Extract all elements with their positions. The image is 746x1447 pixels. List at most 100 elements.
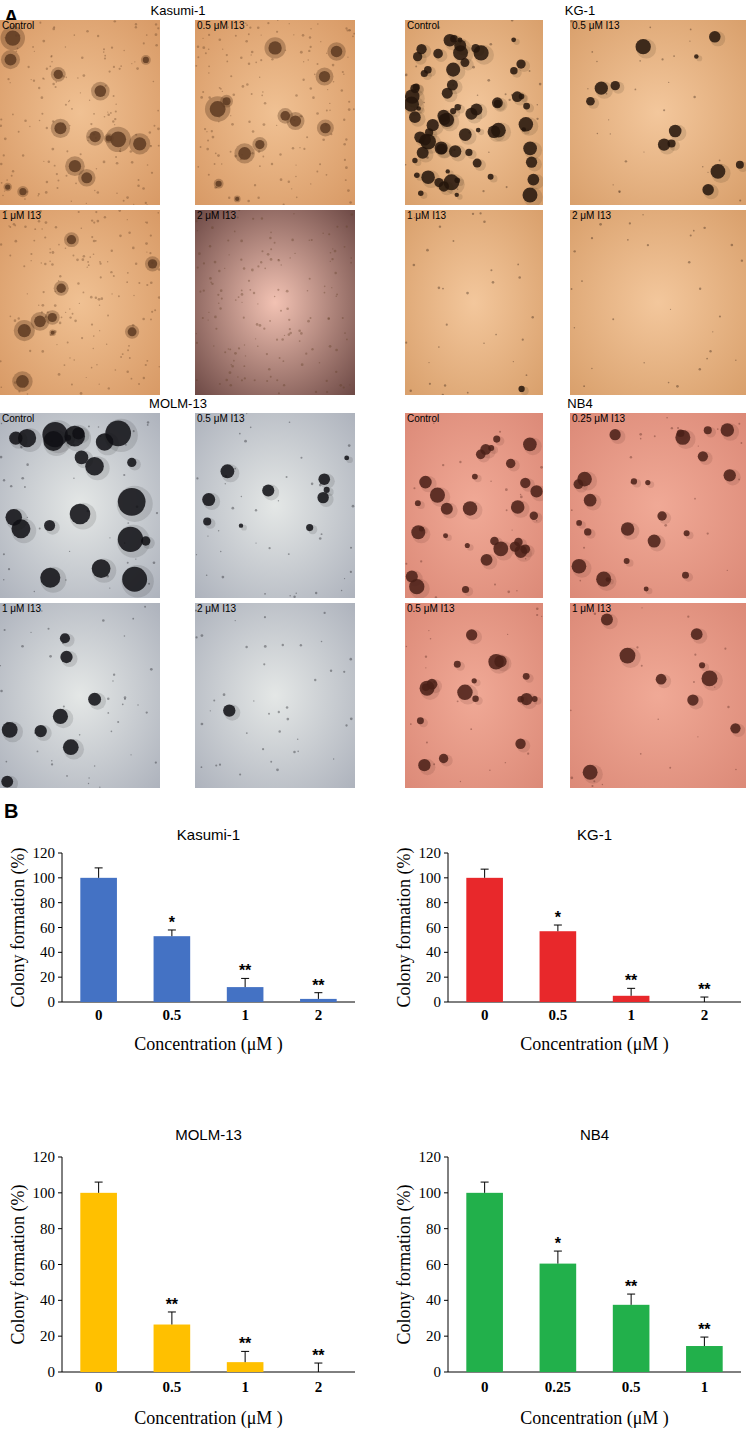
- colony: [522, 127, 526, 131]
- debris: [539, 83, 542, 86]
- debris: [647, 244, 649, 246]
- colony-halo: [512, 500, 530, 518]
- debris: [115, 156, 117, 158]
- debris: [234, 352, 237, 355]
- debris: [3, 579, 4, 580]
- debris: [46, 127, 48, 129]
- debris: [228, 348, 230, 350]
- colony-halo: [464, 501, 483, 520]
- debris: [348, 101, 350, 103]
- x-tick-label: 0.5: [549, 1007, 568, 1023]
- debris: [136, 67, 139, 70]
- debris: [741, 259, 743, 261]
- colony-halo: [49, 330, 56, 337]
- error-bar-stem: [98, 1182, 99, 1193]
- colony: [67, 235, 76, 244]
- debris: [94, 190, 95, 191]
- debris: [266, 353, 268, 355]
- colony: [409, 579, 424, 594]
- debris: [278, 392, 280, 394]
- micrograph: [195, 603, 355, 788]
- debris: [203, 262, 205, 264]
- debris: [22, 154, 24, 156]
- y-tick-label: 40: [40, 1292, 55, 1308]
- debris: [288, 181, 290, 183]
- debris: [671, 427, 673, 429]
- debris: [324, 286, 326, 288]
- debris: [442, 288, 444, 290]
- debris: [235, 35, 237, 37]
- debris: [508, 99, 510, 101]
- y-tick-label: 0: [48, 1364, 56, 1380]
- y-tick: [444, 1336, 448, 1337]
- debris: [253, 700, 254, 701]
- colony-halo: [524, 437, 542, 455]
- debris: [207, 139, 209, 141]
- micrograph-background: [570, 20, 746, 205]
- debris: [312, 96, 315, 99]
- debris: [279, 357, 281, 359]
- debris: [246, 732, 248, 734]
- colony: [344, 455, 349, 460]
- debris: [38, 87, 40, 89]
- debris: [507, 591, 510, 594]
- debris: [6, 761, 8, 763]
- debris: [230, 384, 233, 387]
- y-tick: [58, 1002, 62, 1003]
- debris: [80, 392, 83, 395]
- debris: [344, 246, 346, 248]
- debris: [224, 268, 225, 269]
- debris: [241, 290, 243, 292]
- image-label: 2 μM I13: [197, 210, 237, 221]
- debris: [209, 245, 211, 247]
- debris: [669, 767, 671, 769]
- debris: [130, 754, 131, 755]
- debris: [639, 433, 642, 436]
- colony: [488, 174, 494, 180]
- colony: [631, 478, 637, 484]
- colony: [576, 520, 582, 526]
- debris: [133, 295, 134, 296]
- debris: [301, 363, 304, 366]
- debris: [138, 282, 140, 284]
- debris: [231, 365, 233, 367]
- debris: [278, 500, 279, 501]
- debris: [327, 89, 328, 90]
- error-bar: [481, 869, 489, 878]
- x-tick-label: 0: [481, 1379, 489, 1395]
- y-tick-label: 120: [33, 845, 56, 861]
- debris: [630, 456, 632, 458]
- colony: [220, 464, 234, 478]
- x-tick-label: 0.25: [545, 1379, 571, 1395]
- debris: [128, 232, 130, 234]
- debris: [442, 464, 444, 466]
- bar: [154, 936, 191, 1002]
- y-tick-label: 40: [40, 944, 55, 960]
- debris: [214, 261, 217, 264]
- colony: [523, 673, 530, 680]
- debris: [511, 20, 514, 22]
- debris: [335, 371, 337, 373]
- colony: [472, 678, 477, 683]
- debris: [326, 380, 328, 382]
- debris: [536, 614, 538, 616]
- colony: [691, 628, 703, 640]
- debris: [212, 136, 215, 139]
- colony: [471, 44, 480, 53]
- debris: [297, 739, 298, 740]
- colony-halo: [2, 722, 23, 743]
- debris: [120, 65, 122, 67]
- debris: [345, 724, 347, 726]
- y-tick: [58, 1300, 62, 1301]
- debris: [58, 373, 61, 376]
- debris: [224, 351, 226, 353]
- debris: [579, 580, 581, 582]
- debris: [298, 329, 301, 332]
- debris: [345, 27, 347, 29]
- debris: [612, 318, 614, 320]
- debris: [83, 291, 85, 293]
- debris: [202, 38, 203, 39]
- debris: [24, 226, 27, 229]
- debris: [518, 276, 521, 279]
- debris: [241, 302, 242, 303]
